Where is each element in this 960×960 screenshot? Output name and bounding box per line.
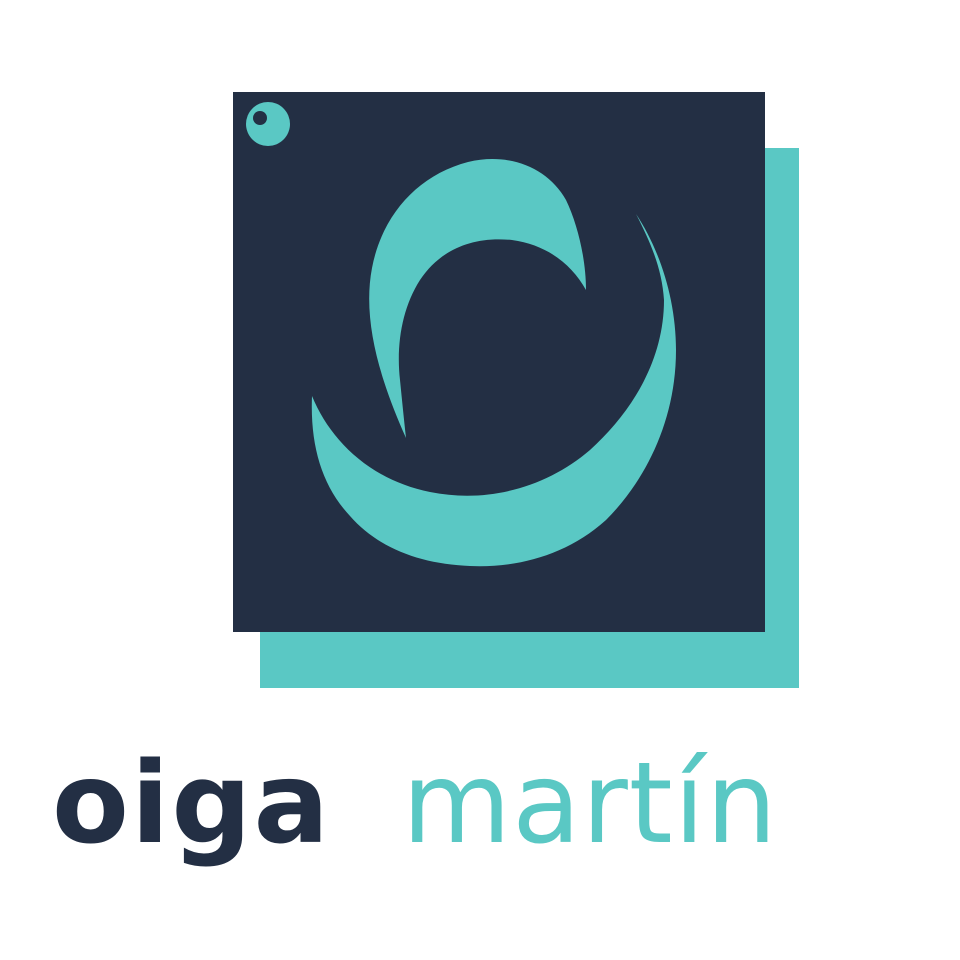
wordmark: oiga martín: [52, 739, 778, 869]
wordmark-last-name: martín: [402, 739, 778, 869]
logo-swirl-upper: [369, 159, 586, 439]
logo-mark: [233, 92, 799, 688]
logo-swirl-lower: [311, 214, 676, 567]
logo-eye-icon: [246, 102, 290, 146]
wordmark-first-name: oiga: [52, 739, 331, 869]
